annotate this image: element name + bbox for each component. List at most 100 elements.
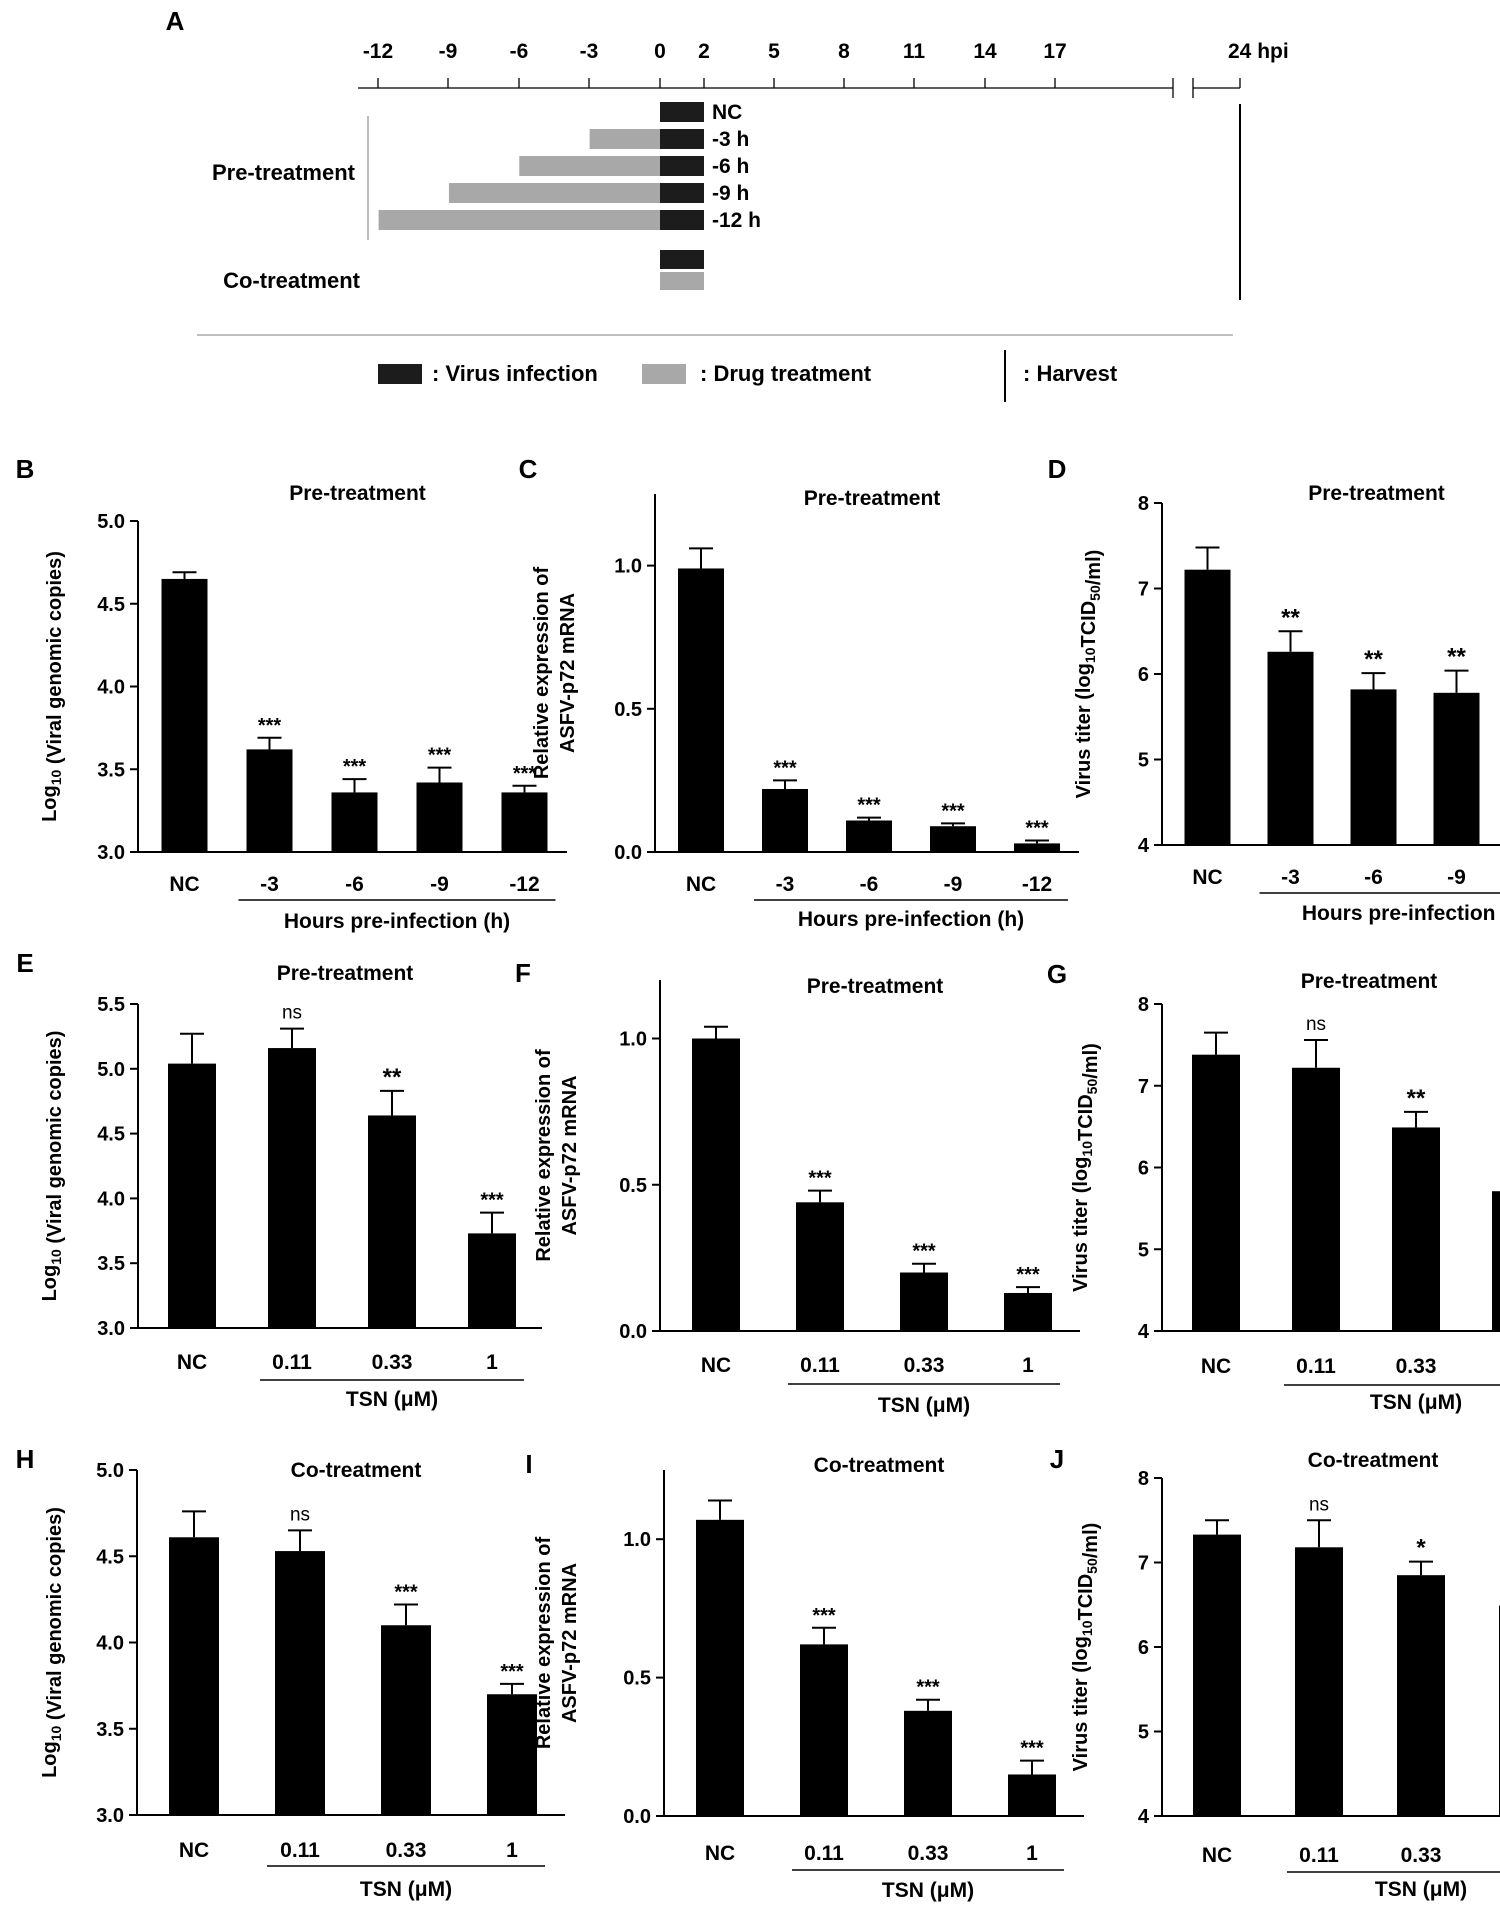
- category-label: -6: [1364, 866, 1383, 889]
- y-tick-label: 4.0: [97, 1188, 125, 1210]
- bar: [169, 1537, 219, 1815]
- y-axis-label-part: /ml): [1083, 550, 1105, 586]
- legend-drug-swatch: [642, 364, 686, 384]
- y-axis-label-subscript: 10: [48, 1725, 64, 1741]
- bar: [1397, 1575, 1445, 1816]
- timeline-tick-label: 14: [973, 40, 997, 63]
- significance-label: ***: [1020, 1738, 1044, 1760]
- y-tick-label: 5: [1138, 1722, 1149, 1744]
- y-axis-label-part: Virus titer (log: [1070, 1636, 1092, 1771]
- chart-panel-h: H Co-treatment 3.0 3.5 4.0 4.5 5.0 Log10 (Viral…: [16, 1444, 565, 1901]
- category-label: NC: [169, 873, 199, 896]
- bar: [1295, 1547, 1343, 1816]
- category-label: 1: [486, 1351, 498, 1374]
- bar: [1008, 1774, 1056, 1816]
- y-tick-label: 7: [1138, 1553, 1149, 1575]
- y-tick-label: 0.0: [619, 1321, 647, 1343]
- significance-label: ***: [1016, 1264, 1040, 1286]
- group-label: TSN (μM): [1375, 1878, 1467, 1901]
- bar: [1292, 1067, 1340, 1331]
- row-label: -3 h: [712, 128, 749, 151]
- bar: [692, 1038, 740, 1331]
- bar: [1193, 1534, 1241, 1816]
- y-tick-label: 4: [1138, 835, 1150, 857]
- panel-letter: J: [1050, 1444, 1064, 1474]
- bar: [1184, 569, 1231, 845]
- bar: [904, 1710, 952, 1816]
- y-tick-label: 0.5: [614, 699, 642, 721]
- category-label: NC: [686, 873, 716, 896]
- y-axis-label: Relative expression of: [533, 1537, 555, 1750]
- bar: [381, 1625, 431, 1815]
- bar: [900, 1272, 948, 1331]
- significance-label: ***: [812, 1605, 836, 1627]
- group-label: TSN (μM): [346, 1388, 438, 1411]
- virus-infection-bar: [660, 102, 704, 122]
- category-label: 0.11: [1299, 1844, 1339, 1867]
- panel-letter: F: [515, 958, 531, 988]
- category-label: -9: [1447, 866, 1466, 889]
- y-tick-label: 3.5: [96, 1719, 124, 1741]
- drug-treatment-bar: [448, 183, 660, 203]
- group-label: TSN (μM): [878, 1394, 970, 1417]
- bar: [416, 782, 463, 852]
- y-tick-label: 5: [1138, 750, 1149, 772]
- y-axis-label-subscript: 10: [48, 769, 64, 785]
- category-label: -3: [1281, 866, 1300, 889]
- group-label: Hours pre-infection (h): [284, 910, 510, 933]
- pre-treatment-label: Pre-treatment: [212, 160, 356, 185]
- significance-label: ***: [916, 1677, 940, 1699]
- category-label: NC: [701, 1354, 731, 1377]
- bar: [1433, 692, 1480, 845]
- category-label: 0.11: [1296, 1355, 1336, 1378]
- y-tick-label: 0.0: [614, 842, 642, 864]
- y-tick-label: 1.0: [619, 1029, 647, 1051]
- bar: [275, 1551, 325, 1815]
- y-axis-label-subscript: 10: [48, 1249, 64, 1265]
- panel-letter: E: [16, 948, 33, 978]
- significance-label: *: [1416, 1535, 1426, 1562]
- panel-letter: D: [1048, 454, 1067, 484]
- category-label: 0.11: [280, 1839, 320, 1862]
- significance-label: ***: [343, 756, 367, 778]
- significance-label: ***: [394, 1582, 418, 1604]
- significance-label: ***: [428, 745, 452, 767]
- category-label: 0.33: [372, 1351, 413, 1374]
- timeline-tick-label: 2: [698, 40, 710, 63]
- virus-infection-bar: [660, 210, 704, 230]
- category-label: 0.11: [272, 1351, 312, 1374]
- significance-label: ***: [1025, 818, 1049, 840]
- virus-infection-bar: [660, 183, 704, 203]
- y-tick-label: 5.5: [97, 994, 125, 1016]
- bar: [1192, 1054, 1240, 1331]
- legend-harvest-label: : Harvest: [1023, 361, 1118, 386]
- timeline-end-label: 24 hpi: [1228, 40, 1289, 63]
- significance-label: **: [1407, 1085, 1426, 1112]
- y-tick-label: 5: [1138, 1239, 1149, 1261]
- y-tick-label: 4.0: [97, 677, 125, 699]
- bar: [487, 1694, 537, 1815]
- y-tick-label: 3.0: [97, 1318, 125, 1340]
- y-axis-label: Virus titer (log10TCID50/ml): [1070, 1043, 1102, 1292]
- co-treatment-label: Co-treatment: [223, 268, 361, 293]
- group-label: TSN (μM): [1370, 1391, 1462, 1414]
- group-label: TSN (μM): [360, 1878, 452, 1901]
- bar: [1350, 689, 1397, 845]
- virus-infection-bar: [660, 129, 704, 149]
- significance-label: ***: [480, 1190, 504, 1212]
- category-label: -9: [430, 873, 449, 896]
- bar: [1392, 1127, 1440, 1331]
- category-label: NC: [1202, 1844, 1232, 1867]
- category-label: 0.33: [1396, 1355, 1437, 1378]
- bar: [368, 1115, 416, 1328]
- y-axis-label-subscript: 10: [1079, 1620, 1095, 1636]
- y-axis-label: ASFV-p72 mRNA: [559, 1075, 581, 1235]
- bar: [268, 1048, 316, 1328]
- y-tick-label: 6: [1138, 1158, 1149, 1180]
- timeline-tick-label: 8: [838, 40, 850, 63]
- y-tick-label: 0.5: [619, 1175, 647, 1197]
- category-label: 0.33: [908, 1842, 949, 1865]
- significance-label: **: [383, 1064, 402, 1091]
- category-label: -6: [860, 873, 879, 896]
